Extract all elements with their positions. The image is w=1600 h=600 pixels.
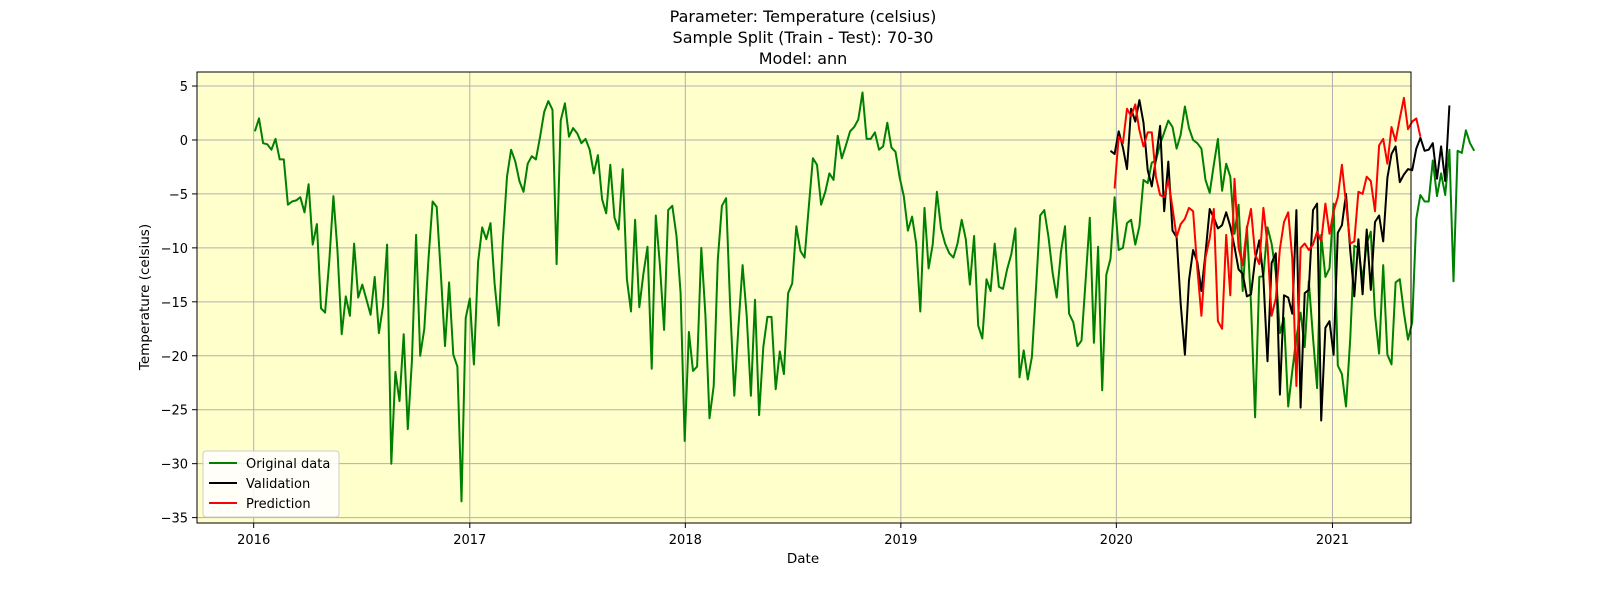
x-tick-label: 2020 <box>1100 533 1133 548</box>
x-tick-label: 2018 <box>669 533 702 548</box>
series-line-prediction <box>1113 96 1422 387</box>
x-tick-label: 2016 <box>237 533 270 548</box>
chart-title-line-1: Parameter: Temperature (celsius) <box>670 7 937 26</box>
y-tick-label: −10 <box>161 242 188 257</box>
y-tick-label: −15 <box>161 296 188 311</box>
legend-label-original-data: Original data <box>246 457 330 472</box>
legend: Original data Validation Prediction <box>202 450 340 518</box>
ticks: 2016 2017 2018 2019 2020 2021 5 0 −5 −10 −15 −20 −25… <box>161 80 1349 548</box>
y-axis-label: Temperature (celsius) <box>137 224 153 371</box>
legend-box <box>202 450 340 518</box>
y-tick-label: −5 <box>169 188 188 203</box>
legend-label-prediction: Prediction <box>246 497 311 512</box>
x-tick-label: 2017 <box>453 533 486 548</box>
legend-label-validation: Validation <box>246 477 310 492</box>
series-line-original-data <box>253 91 1476 503</box>
plot-frame <box>196 71 1412 524</box>
y-tick-label: −25 <box>161 404 188 419</box>
y-tick-label: −35 <box>161 512 188 527</box>
x-tick-label: 2019 <box>884 533 917 548</box>
plot-area <box>197 72 1411 523</box>
y-tick-label: 5 <box>180 80 188 95</box>
x-tick-label: 2021 <box>1316 533 1349 548</box>
series-layer <box>253 91 1476 503</box>
grid <box>197 72 1411 523</box>
y-tick-label: 0 <box>180 134 188 149</box>
chart-title-line-3: Model: ann <box>759 49 848 68</box>
y-tick-label: −30 <box>161 458 188 473</box>
y-tick-label: −20 <box>161 350 188 365</box>
series-line-validation <box>1109 99 1451 422</box>
chart-title-line-2: Sample Split (Train - Test): 70-30 <box>673 28 934 47</box>
x-axis-label: Date <box>787 551 819 567</box>
